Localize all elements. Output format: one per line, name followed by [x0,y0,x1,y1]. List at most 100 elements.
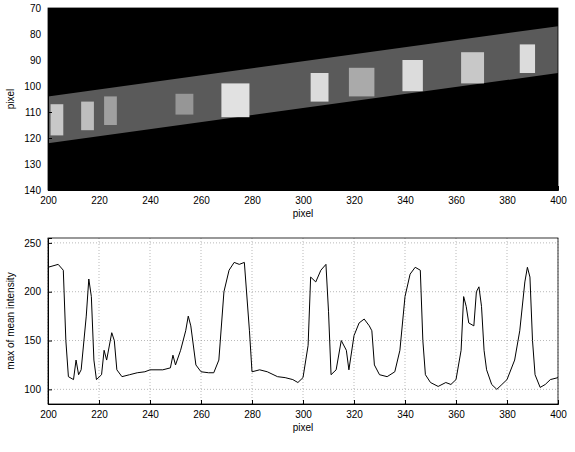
tick-mark [252,186,253,190]
panel: 2002202402602803003203403603804007080901… [5,3,567,219]
tick-mark [201,400,202,404]
tick-label: 380 [499,409,516,420]
tick-label: 300 [295,409,312,420]
tick: 320 [346,186,363,206]
tick-label: 400 [550,409,567,420]
image-patch [461,52,484,83]
y-axis: 70 80 90 100 110 120 130 140 [24,3,52,196]
plot-frame [48,8,558,190]
tick: 150 [24,335,52,346]
tick: 220 [91,400,108,420]
tick-mark [303,400,304,404]
tick: 360 [448,186,465,206]
x-axis-title: pixel [293,422,314,433]
tick-mark [48,60,52,61]
axis-line [49,9,53,191]
image-patch [176,94,194,115]
tick: 240 [142,400,159,420]
axis-line [49,239,53,405]
tick: 300 [295,400,312,420]
tick-label: 130 [24,159,41,170]
tick-label: 200 [24,286,41,297]
tick: 200 [24,286,52,297]
image-patch [520,44,535,73]
tick-label: 110 [25,107,41,118]
tick: 280 [244,400,261,420]
tick: 340 [397,400,414,420]
tick-mark [354,400,355,404]
tick-label: 360 [448,195,465,206]
tick-mark [405,186,406,190]
tick-mark [48,112,52,113]
grid-line [150,238,151,404]
tick: 100 [24,81,52,92]
tick-label: 320 [346,409,363,420]
tick: 110 [25,107,52,118]
tick-mark [48,138,52,139]
tick: 250 [24,238,52,249]
tick-label: 220 [91,195,108,206]
image-patch [311,73,329,102]
image-patch [402,60,422,91]
grid-line [354,238,355,404]
x-axis: 200 220 240 260 280 300 320 340 360 380 400 [40,400,567,420]
x-axis-title: pixel [293,208,314,219]
image-patch [81,102,94,131]
tick: 360 [448,400,465,420]
tick-label: 100 [24,384,41,395]
tick-mark [48,86,52,87]
grid [48,238,558,404]
image-band [48,26,558,143]
tick: 340 [397,186,414,206]
tick-label: 240 [142,409,159,420]
tick: 100 [24,384,52,395]
plot-area [48,262,558,389]
tick: 70 [30,3,52,14]
tick-label: 80 [30,29,42,40]
tick-mark [48,8,52,9]
grid-line [405,238,406,404]
tick: 130 [24,159,52,170]
image-patch [349,68,375,97]
tick: 260 [193,400,210,420]
tick-mark [405,400,406,404]
image-patch [221,83,249,117]
tick-mark [99,186,100,190]
tick-label: 120 [24,133,41,144]
x-axis: 200220240260280300320340360380400 [40,186,567,206]
figure: 200 220 240 260 280 300 320 340 360 380 400 70 80 90 1… [0,0,575,452]
tick-mark [150,400,151,404]
image-patch [104,96,117,125]
tick-label: 90 [30,55,42,66]
tick-label: 300 [295,195,312,206]
grid-line [48,340,558,341]
tick-mark [48,389,52,390]
grid-line [99,238,100,404]
grid-line [252,238,253,404]
tick-label: 320 [346,195,363,206]
tick-label: 140 [24,185,41,196]
tick-label: 340 [397,409,414,420]
tick-mark [507,186,508,190]
tick-label: 400 [550,195,567,206]
tick-label: 280 [244,195,261,206]
tick-mark [99,400,100,404]
tick: 120 [24,133,52,144]
tick: 240 [142,186,159,206]
y-axis-title: pixel [5,89,16,110]
plot-area [48,8,558,190]
grid-line [48,242,558,243]
tick-label: 200 [40,195,57,206]
tick-mark [48,34,52,35]
tick-mark [558,186,559,190]
tick: 220 [91,186,108,206]
tick: 400 [550,400,567,420]
tick-mark [354,186,355,190]
tick-label: 200 [40,409,57,420]
data-line [48,262,558,389]
tick-mark [303,186,304,190]
image-patch [51,104,64,135]
tick-label: 150 [24,335,41,346]
tick-mark [48,292,52,293]
grid-line [201,238,202,404]
